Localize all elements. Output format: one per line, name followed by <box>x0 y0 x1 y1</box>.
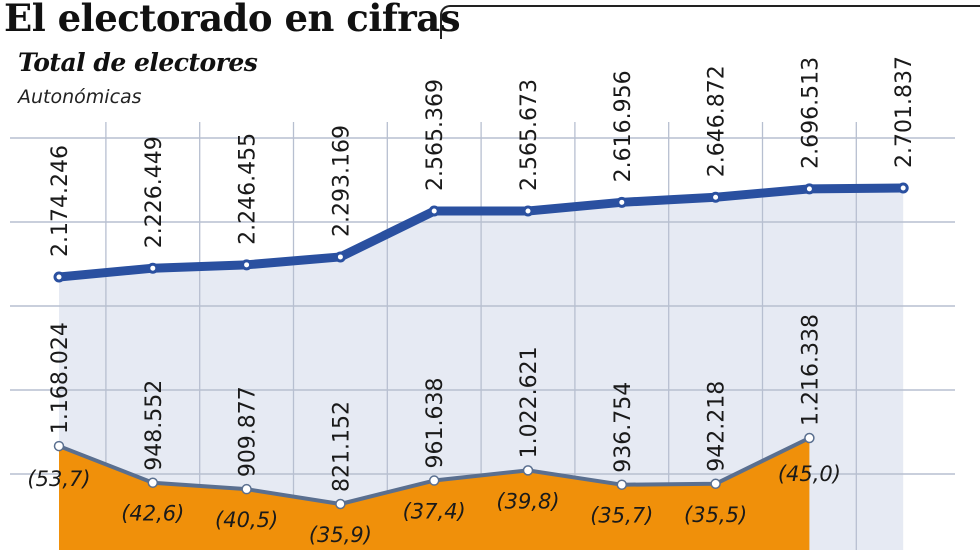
votes-label: 936.754 <box>611 382 636 473</box>
turnout-percent-label: (39,8) <box>496 489 559 513</box>
turnout-percent-label: (35,5) <box>684 503 747 527</box>
votes-label: 1.022.621 <box>517 346 542 458</box>
total-label: 2.293.169 <box>329 125 354 237</box>
page-title: El electorado en cifras <box>4 0 461 40</box>
total-label: 2.696.513 <box>798 57 823 169</box>
turnout-percent-label: (53,7) <box>27 467 90 491</box>
votes-label: 821.152 <box>329 401 354 492</box>
turnout-percent-labels: (53,7) (42,6) (40,5) (35,9) (37,4) (39,8) (35,… <box>27 462 841 547</box>
votes-label: 948.552 <box>142 380 167 471</box>
votes-label: 1.216.338 <box>798 314 823 426</box>
chart-subtitle: Total de electores <box>18 48 258 77</box>
chart-category-label: Autonómicas <box>18 86 142 108</box>
total-label: 2.246.455 <box>236 133 261 245</box>
votes-labels: 1.168.024 948.552 909.877 821.152 961.638 1.0… <box>48 314 823 492</box>
votes-line <box>53 432 815 510</box>
total-label: 2.616.956 <box>611 70 636 182</box>
total-label: 2.565.369 <box>423 79 448 191</box>
total-label: 2.174.246 <box>48 145 73 257</box>
total-label: 2.646.872 <box>705 65 730 177</box>
votes-label: 942.218 <box>705 381 730 472</box>
total-electors-line <box>53 182 909 283</box>
turnout-percent-label: (42,6) <box>121 502 184 526</box>
total-label: 2.701.837 <box>892 56 917 168</box>
total-label: 2.226.449 <box>142 136 167 248</box>
votes-label: 1.168.024 <box>48 322 73 434</box>
votes-label: 909.877 <box>236 386 261 477</box>
total-electors-labels: 2.174.246 2.226.449 2.246.455 2.293.169 2.56… <box>48 56 917 257</box>
turnout-percent-label: (40,5) <box>215 508 278 532</box>
turnout-percent-label: (37,4) <box>403 500 466 524</box>
turnout-percent-label: (45,0) <box>778 462 841 486</box>
votes-area-fill <box>59 438 810 550</box>
votes-label: 961.638 <box>423 378 448 469</box>
total-label: 2.565.673 <box>517 79 542 191</box>
title-frame-decoration <box>440 5 980 39</box>
turnout-percent-label: (35,9) <box>309 523 372 547</box>
turnout-percent-label: (35,7) <box>590 504 653 528</box>
